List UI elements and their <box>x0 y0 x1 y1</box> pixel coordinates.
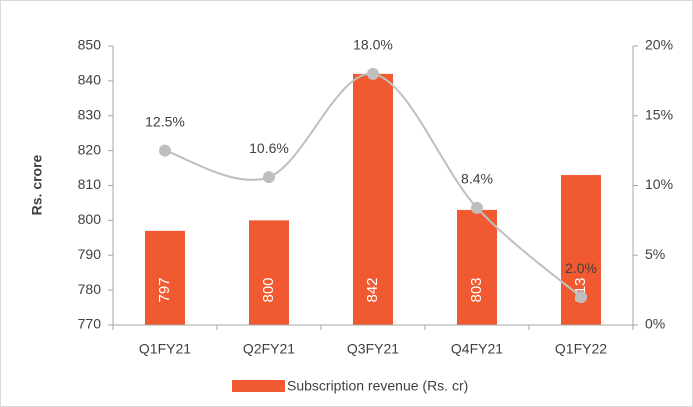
bar <box>145 230 185 325</box>
x-tick-label: Q1FY21 <box>139 341 191 357</box>
line-marker <box>367 67 379 80</box>
bar <box>353 73 393 326</box>
y-tick-label: 840 <box>78 72 102 88</box>
line-value-label: 18.0% <box>353 37 393 53</box>
line-value-label: 12.5% <box>145 113 185 129</box>
y2-tick-label: 0% <box>645 316 665 332</box>
line-marker <box>263 171 275 184</box>
bar <box>249 220 289 325</box>
x-tick-label: Q2FY21 <box>243 341 295 357</box>
line-marker <box>159 144 171 157</box>
bar-value-label: 803 <box>468 277 485 302</box>
x-tick-label: Q4FY21 <box>451 341 503 357</box>
line-value-label: 2.0% <box>565 260 597 276</box>
y2-tick-label: 10% <box>645 176 673 192</box>
y2-tick-label: 20% <box>645 37 673 53</box>
y-tick-label: 830 <box>78 106 102 122</box>
y-axis-label: Rs. crore <box>29 154 45 215</box>
y-tick-label: 820 <box>78 141 102 157</box>
y-tick-label: 790 <box>78 246 102 262</box>
y-tick-label: 770 <box>78 316 102 332</box>
line-value-label: 8.4% <box>461 171 493 187</box>
line-marker <box>575 291 587 304</box>
legend-label: Subscription revenue (Rs. cr) <box>287 378 468 394</box>
y2-tick-label: 15% <box>645 106 673 122</box>
y2-tick-label: 5% <box>645 246 665 262</box>
legend-swatch <box>232 380 285 392</box>
line-marker <box>471 201 483 214</box>
bar-value-label: 800 <box>260 277 277 302</box>
line-value-label: 10.6% <box>249 140 289 156</box>
y-tick-label: 780 <box>78 281 102 297</box>
y-tick-label: 850 <box>78 37 102 53</box>
bar <box>457 209 497 325</box>
y-tick-label: 800 <box>78 211 102 227</box>
bar-value-label: 842 <box>364 277 381 302</box>
x-tick-label: Q3FY21 <box>347 341 399 357</box>
y-tick-label: 810 <box>78 176 102 192</box>
x-tick-label: Q1FY22 <box>555 341 607 357</box>
bar-value-label: 797 <box>156 277 173 302</box>
